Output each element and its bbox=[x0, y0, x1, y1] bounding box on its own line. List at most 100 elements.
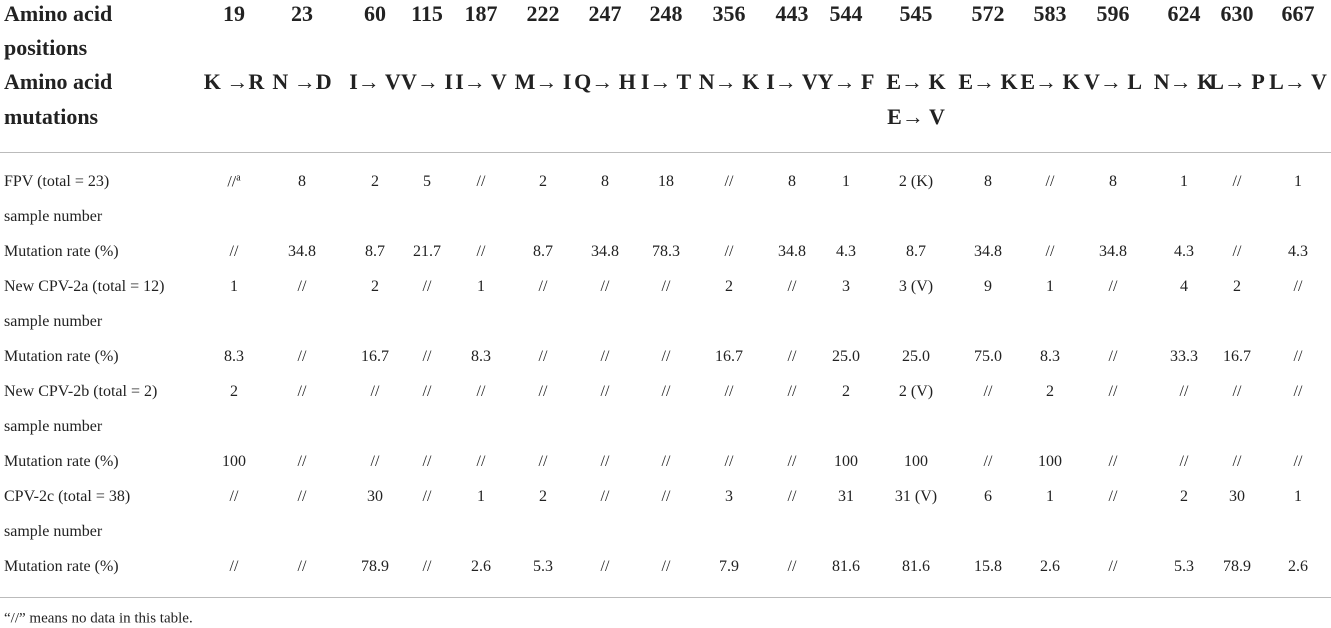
footnote: “//” means no data in this table. bbox=[4, 610, 193, 627]
cell: 16.7 bbox=[715, 348, 743, 365]
cell: 1 bbox=[1180, 173, 1188, 190]
mutation: Y→ F bbox=[817, 69, 875, 94]
cell: 1 bbox=[1046, 278, 1054, 295]
superscript: a bbox=[236, 172, 241, 184]
mutation: N→ K bbox=[698, 69, 760, 94]
cell: // bbox=[600, 278, 610, 295]
cell: 78.9 bbox=[361, 558, 389, 575]
cell: // bbox=[661, 558, 671, 575]
cell: // bbox=[476, 173, 486, 190]
cell: 2 bbox=[1180, 488, 1188, 505]
cell: 78.9 bbox=[1223, 558, 1251, 575]
cell: 15.8 bbox=[974, 558, 1002, 575]
cell: 81.6 bbox=[832, 558, 860, 575]
position: 596 bbox=[1096, 1, 1130, 26]
cell: // bbox=[787, 558, 797, 575]
cell: 2 (V) bbox=[898, 383, 934, 400]
cell: // bbox=[787, 278, 797, 295]
position: 222 bbox=[526, 1, 560, 26]
row-label: Mutation rate (%) bbox=[4, 348, 119, 365]
position: 356 bbox=[712, 1, 746, 26]
cell: // bbox=[1293, 453, 1303, 470]
cell: 4 bbox=[1180, 278, 1188, 295]
cell: // bbox=[538, 348, 548, 365]
cell: 4.3 bbox=[1174, 243, 1194, 260]
cell: 8.3 bbox=[224, 348, 244, 365]
cell: 25.0 bbox=[832, 348, 860, 365]
row-label: Mutation rate (%) bbox=[4, 558, 119, 575]
mutation: M→ I bbox=[514, 69, 572, 94]
cell: 2.6 bbox=[1288, 558, 1308, 575]
cell: 1 bbox=[1294, 488, 1302, 505]
cell: // bbox=[422, 558, 432, 575]
position: 624 bbox=[1167, 1, 1201, 26]
cell: 100 bbox=[222, 453, 246, 470]
cell: 34.8 bbox=[1099, 243, 1127, 260]
cell: // bbox=[1108, 488, 1118, 505]
cell: 2 bbox=[842, 383, 850, 400]
mutation: V→ L bbox=[1083, 69, 1143, 94]
cell: 3 bbox=[725, 488, 733, 505]
cell: //a bbox=[227, 172, 240, 191]
position: 583 bbox=[1033, 1, 1067, 26]
cell: 6 bbox=[984, 488, 992, 505]
cell: 4.3 bbox=[1288, 243, 1308, 260]
cell: 1 bbox=[477, 488, 485, 505]
cell: 25.0 bbox=[902, 348, 930, 365]
mutation: E→ K bbox=[958, 69, 1018, 94]
cell: // bbox=[1108, 558, 1118, 575]
row-label: New CPV-2b (total = 2) bbox=[4, 383, 158, 400]
cell: 34.8 bbox=[974, 243, 1002, 260]
row-label: sample number bbox=[4, 523, 103, 540]
cell: 2.6 bbox=[471, 558, 491, 575]
position: 630 bbox=[1220, 1, 1254, 26]
cell: // bbox=[983, 383, 993, 400]
cell: // bbox=[1232, 383, 1242, 400]
cell: 30 bbox=[1229, 488, 1245, 505]
cell: 2 (K) bbox=[898, 173, 934, 190]
cell-text: // bbox=[227, 173, 237, 191]
row-label: CPV-2c (total = 38) bbox=[4, 488, 131, 505]
position: 545 bbox=[899, 1, 933, 26]
cell: // bbox=[422, 383, 432, 400]
cell: // bbox=[297, 278, 307, 295]
cell: 16.7 bbox=[361, 348, 389, 365]
row-label: sample number bbox=[4, 208, 103, 225]
mutation: I→ V bbox=[349, 69, 401, 94]
mutation: L→ V bbox=[1269, 69, 1327, 94]
cell: 2 bbox=[539, 488, 547, 505]
cell: // bbox=[229, 488, 239, 505]
cell: // bbox=[600, 348, 610, 365]
cell: 2 bbox=[539, 173, 547, 190]
cell: // bbox=[229, 243, 239, 260]
cell: // bbox=[1108, 348, 1118, 365]
mutation: I→ V bbox=[455, 69, 507, 94]
cell: // bbox=[297, 558, 307, 575]
cell: // bbox=[600, 558, 610, 575]
cell: 31 (V) bbox=[894, 488, 938, 505]
cell: // bbox=[724, 243, 734, 260]
mutation: N →D bbox=[272, 69, 332, 94]
cell: 8 bbox=[298, 173, 306, 190]
mutation: N→ K bbox=[1153, 69, 1215, 94]
cell: // bbox=[787, 348, 797, 365]
rule bbox=[0, 597, 1331, 598]
cell: 8.7 bbox=[365, 243, 385, 260]
cell: 78.3 bbox=[652, 243, 680, 260]
row-label: New CPV-2a (total = 12) bbox=[4, 278, 165, 295]
cell: 100 bbox=[1038, 453, 1062, 470]
cell: 75.0 bbox=[974, 348, 1002, 365]
cell: // bbox=[600, 383, 610, 400]
cell: 3 (V) bbox=[898, 278, 934, 295]
row-label: Mutation rate (%) bbox=[4, 243, 119, 260]
cell: 2 bbox=[725, 278, 733, 295]
cell: // bbox=[1293, 348, 1303, 365]
cell: 5 bbox=[423, 173, 431, 190]
mutation: L→ P bbox=[1209, 69, 1265, 94]
cell: 34.8 bbox=[288, 243, 316, 260]
row-label: FPV (total = 23) bbox=[4, 173, 110, 190]
mutation: K →R bbox=[203, 69, 265, 94]
mutation: E→ K bbox=[886, 69, 946, 94]
cell: // bbox=[297, 488, 307, 505]
